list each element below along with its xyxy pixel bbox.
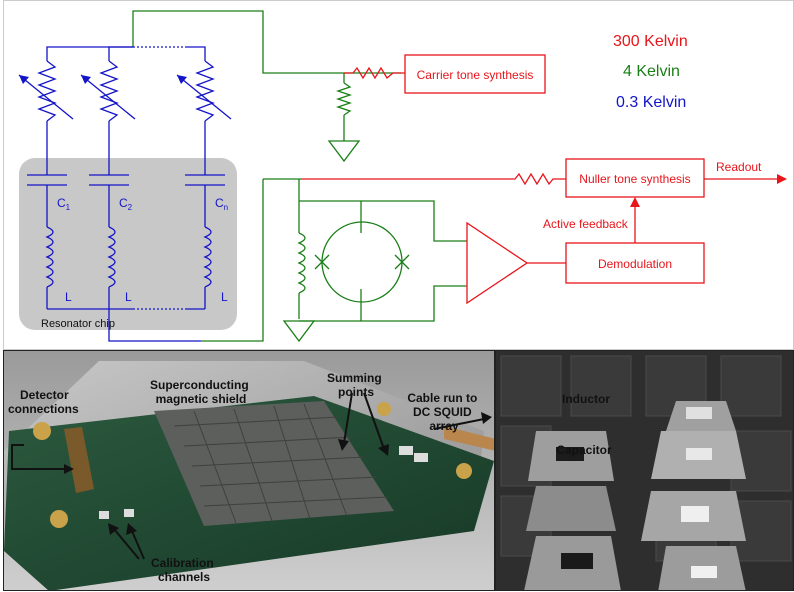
capacitor-pads	[524, 401, 746, 590]
connector	[64, 427, 94, 493]
nuller-tone-box: Nuller tone synthesis	[579, 172, 690, 186]
annotation-arrows	[11, 392, 485, 560]
blue-wiring	[18, 46, 232, 342]
inductor-label: Inductor	[562, 392, 610, 406]
calibration-label: Calibration channels	[151, 556, 217, 584]
calibration-chip	[124, 509, 134, 517]
inductor-label-2: L	[125, 290, 132, 304]
board-photo: Detector connections Superconducting mag…	[3, 350, 495, 591]
calibration-chip	[99, 511, 109, 519]
detector-connections-label: Detector connections	[8, 388, 79, 416]
summing-points-label: Summing points	[327, 371, 385, 399]
red-wiring	[301, 54, 779, 305]
screw-icon	[377, 402, 391, 416]
detector-array	[154, 401, 394, 526]
legend-4k: 4 Kelvin	[623, 63, 680, 80]
schematic-panel: Resonator chip	[3, 0, 794, 350]
arrow-heads	[64, 412, 492, 535]
cap-label-1: C1	[57, 196, 71, 212]
capacitor-label: Capacitor	[556, 443, 612, 457]
summing-chip	[414, 453, 428, 462]
chip-micrograph: Inductor Capacitor	[495, 350, 794, 591]
green-wiring	[132, 10, 467, 342]
inductor-label-n: L	[221, 290, 228, 304]
inductor-label-1: L	[65, 290, 72, 304]
array-grid	[173, 403, 389, 524]
cap-label-2: C2	[119, 196, 133, 212]
cable-label: Cable run to DC SQUID array	[407, 391, 480, 433]
summing-chip	[399, 446, 413, 455]
readout-label: Readout	[716, 160, 762, 174]
shield-label: Superconducting magnetic shield	[150, 378, 252, 406]
screw-icon	[33, 422, 51, 440]
ground-icon	[327, 140, 361, 163]
squid-input-coil	[297, 232, 306, 294]
screw-icon	[456, 463, 472, 479]
arrow-heads	[630, 174, 787, 207]
active-feedback-label: Active feedback	[543, 217, 629, 231]
ground-icon	[282, 320, 316, 343]
screw-icon	[50, 510, 68, 528]
legend-03k: 0.3 Kelvin	[616, 94, 686, 111]
chip-label: Resonator chip	[41, 318, 115, 330]
cable	[444, 426, 494, 451]
demodulation-box: Demodulation	[598, 257, 672, 271]
legend-300k: 300 Kelvin	[613, 33, 688, 50]
variable-arrow-heads	[19, 75, 187, 84]
cap-label-n: Cn	[215, 196, 228, 212]
carrier-tone-box: Carrier tone synthesis	[417, 68, 534, 82]
resonator-chip	[19, 158, 237, 330]
